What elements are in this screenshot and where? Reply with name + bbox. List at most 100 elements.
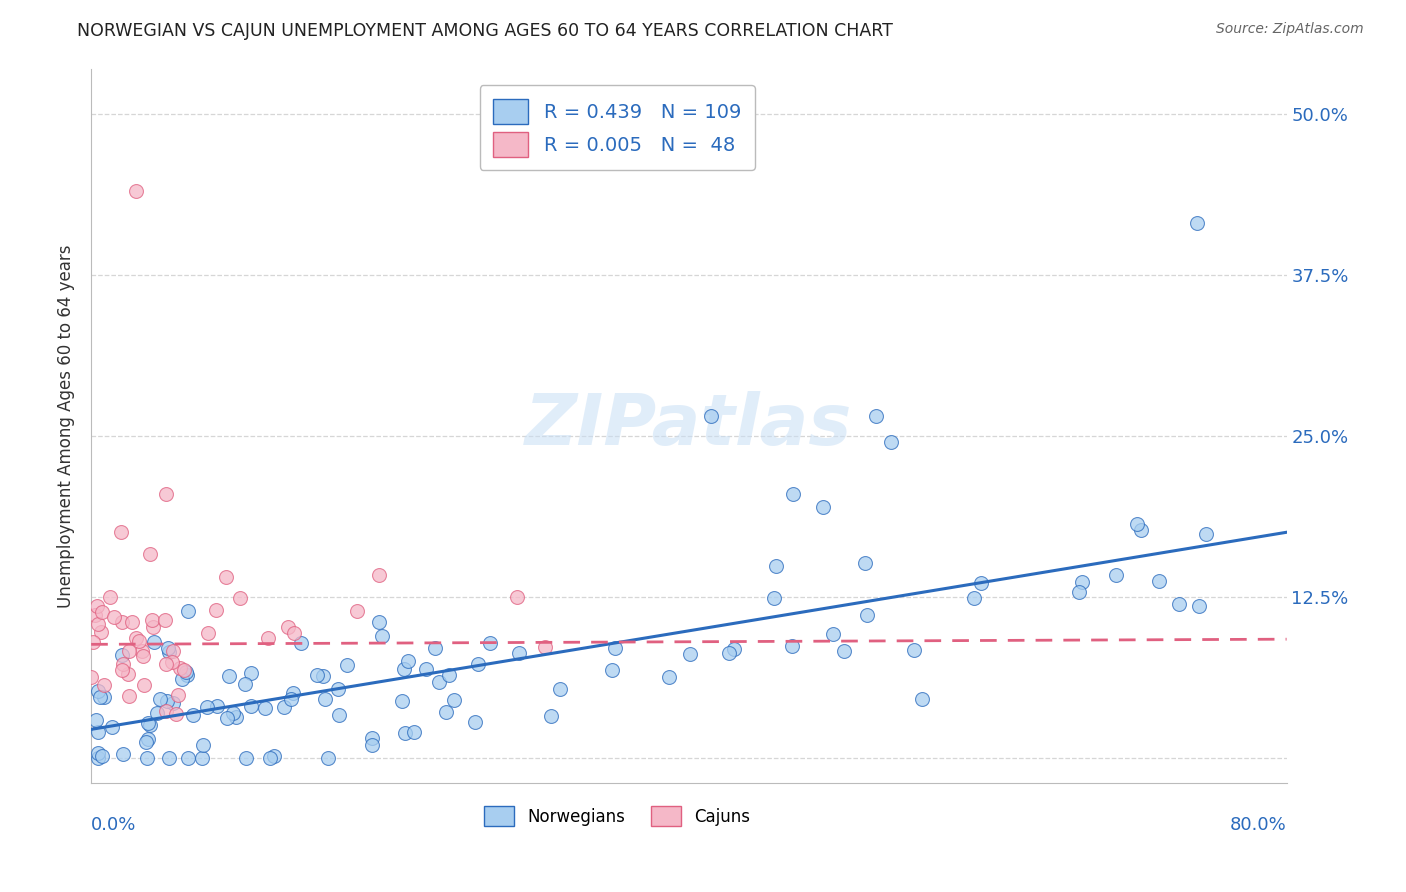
Point	[290, 636, 312, 650]
Point	[177, 604, 200, 618]
Point	[853, 557, 876, 571]
Point	[80, 669, 103, 683]
Point	[93, 678, 115, 692]
Point	[679, 647, 702, 661]
Point	[1188, 599, 1211, 613]
Point	[371, 629, 394, 643]
Point	[84, 713, 107, 727]
Point	[121, 615, 143, 630]
Point	[603, 641, 626, 656]
Legend: Norwegians, Cajuns: Norwegians, Cajuns	[478, 800, 756, 832]
Point	[87, 683, 110, 698]
Point	[326, 682, 349, 697]
Point	[437, 668, 460, 682]
Point	[879, 435, 901, 450]
Point	[217, 711, 239, 725]
Point	[1126, 517, 1149, 532]
Point	[131, 649, 153, 664]
Point	[91, 749, 114, 764]
Point	[111, 615, 134, 629]
Point	[763, 591, 786, 605]
Point	[191, 738, 214, 752]
Point	[1105, 567, 1128, 582]
Point	[427, 675, 450, 690]
Point	[361, 731, 384, 745]
Point	[312, 669, 335, 683]
Point	[540, 709, 562, 723]
Point	[218, 669, 240, 683]
Point	[170, 672, 193, 686]
Text: 80.0%: 80.0%	[1230, 815, 1286, 834]
Point	[259, 750, 281, 764]
Point	[160, 655, 183, 669]
Point	[118, 690, 141, 704]
Point	[396, 654, 419, 668]
Point	[103, 610, 125, 624]
Point	[533, 640, 555, 654]
Point	[162, 643, 184, 657]
Point	[765, 558, 787, 573]
Point	[782, 639, 804, 653]
Point	[367, 615, 389, 630]
Point	[1067, 585, 1090, 599]
Point	[700, 409, 723, 424]
Point	[101, 720, 124, 734]
Point	[155, 613, 177, 627]
Point	[394, 726, 416, 740]
Point	[970, 576, 993, 591]
Point	[139, 547, 162, 561]
Point	[166, 688, 188, 702]
Point	[346, 604, 368, 618]
Point	[155, 486, 177, 500]
Text: Source: ZipAtlas.com: Source: ZipAtlas.com	[1216, 22, 1364, 37]
Point	[162, 697, 184, 711]
Point	[197, 626, 219, 640]
Point	[142, 635, 165, 649]
Y-axis label: Unemployment Among Ages 60 to 64 years: Unemployment Among Ages 60 to 64 years	[58, 244, 75, 607]
Point	[157, 645, 180, 659]
Point	[195, 700, 218, 714]
Point	[1071, 575, 1094, 590]
Point	[229, 591, 252, 605]
Point	[155, 705, 177, 719]
Point	[177, 750, 200, 764]
Point	[111, 657, 134, 671]
Point	[86, 725, 108, 739]
Point	[658, 670, 681, 684]
Point	[155, 657, 177, 671]
Point	[548, 681, 571, 696]
Point	[205, 698, 228, 713]
Point	[856, 608, 879, 623]
Point	[1130, 523, 1153, 537]
Point	[191, 750, 214, 764]
Point	[134, 678, 156, 692]
Point	[273, 700, 295, 714]
Point	[87, 750, 110, 764]
Point	[314, 691, 336, 706]
Point	[464, 714, 486, 729]
Point	[98, 591, 121, 605]
Point	[508, 646, 530, 660]
Point	[865, 409, 887, 424]
Point	[112, 747, 135, 762]
Point	[117, 667, 139, 681]
Point	[225, 710, 247, 724]
Point	[110, 525, 132, 540]
Point	[328, 708, 350, 723]
Point	[204, 603, 226, 617]
Point	[86, 599, 108, 613]
Point	[600, 663, 623, 677]
Point	[1195, 527, 1218, 541]
Point	[368, 567, 391, 582]
Point	[141, 613, 163, 627]
Point	[257, 632, 280, 646]
Point	[235, 750, 257, 764]
Point	[165, 706, 187, 721]
Point	[823, 627, 845, 641]
Point	[156, 694, 179, 708]
Point	[391, 694, 413, 708]
Point	[813, 500, 835, 514]
Text: NORWEGIAN VS CAJUN UNEMPLOYMENT AMONG AGES 60 TO 64 YEARS CORRELATION CHART: NORWEGIAN VS CAJUN UNEMPLOYMENT AMONG AG…	[77, 22, 893, 40]
Point	[111, 648, 134, 663]
Point	[402, 724, 425, 739]
